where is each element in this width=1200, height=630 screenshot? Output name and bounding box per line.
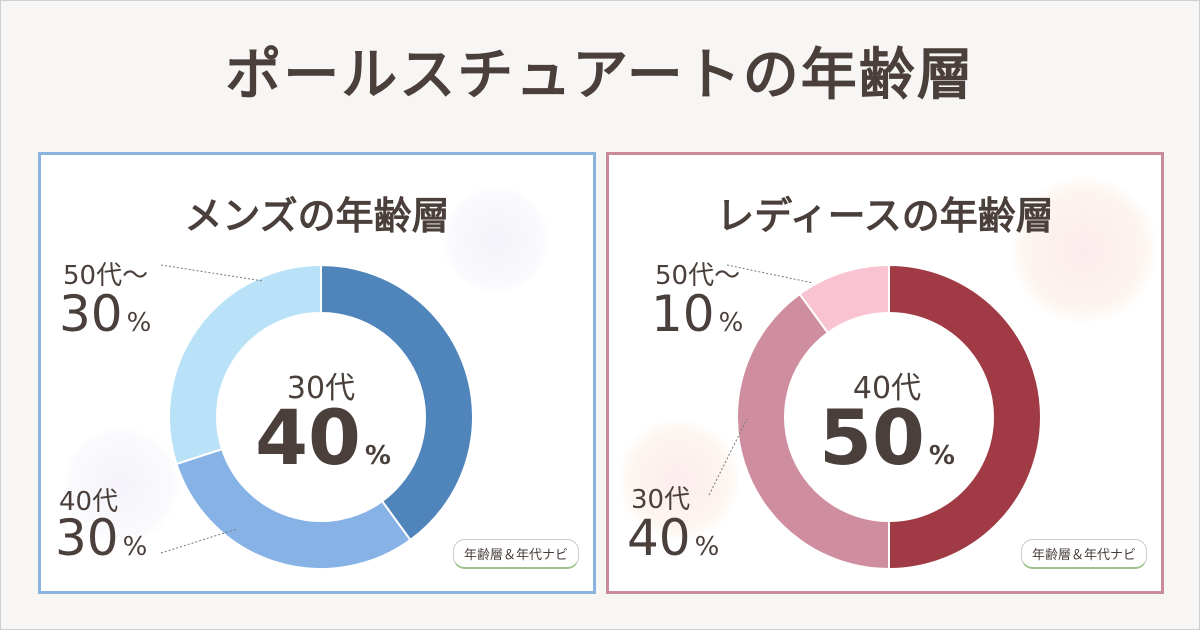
donut-slice-30代 (320, 263, 474, 542)
leader-line-40s (160, 528, 238, 554)
donut-slice-50代～ (168, 263, 322, 466)
label-50s-value: 10% (651, 285, 744, 343)
donut-slice-40代 (888, 263, 1042, 571)
label-50s-category: 50代～ (63, 261, 149, 291)
center-category-label: 40代 (852, 371, 922, 406)
center-category-label: 30代 (286, 371, 356, 406)
womens-panel: レディースの年齢層 50代～ 10% 30代 40% 40代 50% 年齢層＆年… (606, 152, 1164, 594)
credit-badge: 年齢層＆年代ナビ (452, 539, 579, 569)
mens-donut-chart (160, 263, 474, 570)
label-50s-category: 50代～ (655, 261, 741, 291)
mens-chart-title: メンズの年齢層 (184, 194, 450, 238)
label-40s-value: 30% (55, 509, 148, 567)
label-50s-value: 30% (59, 285, 152, 343)
mens-panel: メンズの年齢層 50代～ 30% 40代 30% 30代 40% 年齢層＆年代ナ… (38, 152, 596, 594)
flower-decoration (619, 415, 739, 545)
flower-decoration (61, 425, 181, 545)
leader-line-50s (160, 264, 264, 282)
flower-decoration (1009, 175, 1159, 325)
leader-line-30s (708, 418, 748, 496)
donut-slice-30代 (736, 292, 890, 571)
center-percent-value: 40% (255, 393, 391, 482)
womens-donut-chart (708, 263, 1042, 571)
flower-decoration (441, 185, 551, 295)
label-30s-category: 30代 (631, 485, 691, 515)
womens-chart-title: レディースの年齢層 (716, 194, 1054, 238)
donut-slice-50代～ (798, 263, 890, 335)
center-percent-value: 50% (819, 393, 955, 482)
leader-line-50s (726, 264, 814, 284)
page-title: ポールスチュアートの年齢層 (225, 43, 975, 108)
credit-badge: 年齢層＆年代ナビ (1020, 539, 1147, 569)
label-40s-category: 40代 (59, 487, 119, 517)
label-30s-value: 40% (627, 509, 720, 567)
